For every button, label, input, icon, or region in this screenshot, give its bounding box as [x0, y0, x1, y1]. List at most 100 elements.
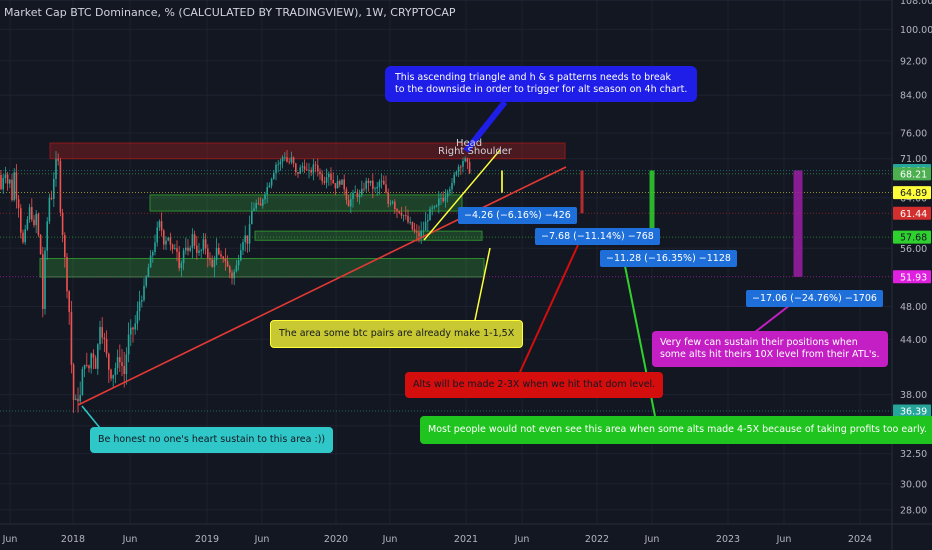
- candle-body: [132, 327, 134, 330]
- candle-body: [341, 179, 343, 185]
- candle-body: [347, 199, 350, 207]
- candle-body: [312, 164, 315, 173]
- candle-body: [77, 398, 79, 402]
- zone-support-3: [39, 258, 485, 278]
- x-tick-label: Jun: [382, 534, 398, 545]
- candle-body: [46, 221, 48, 251]
- candle-body: [369, 180, 372, 184]
- candle-body: [72, 364, 75, 400]
- candle-body: [295, 163, 297, 173]
- candle-body: [178, 251, 180, 269]
- candle-body: [385, 184, 387, 193]
- candle-body: [255, 203, 257, 209]
- candle-body: [240, 250, 242, 261]
- candle-body: [418, 232, 420, 237]
- candle-body: [332, 179, 334, 184]
- candle-body: [101, 327, 103, 338]
- price-label-bg: [893, 230, 931, 244]
- candle-body: [37, 213, 40, 235]
- candle-body: [182, 250, 185, 264]
- candle-body: [262, 199, 264, 206]
- zone-support-1: [149, 194, 463, 212]
- candle-body: [53, 179, 55, 199]
- candle-body: [11, 179, 13, 201]
- candle-body: [28, 207, 31, 220]
- candle-body: [321, 174, 323, 182]
- candle-body: [123, 365, 125, 374]
- candle-body: [457, 166, 460, 172]
- candle-body: [136, 311, 139, 324]
- candle-body: [409, 222, 411, 223]
- candle-body: [431, 207, 433, 209]
- y-tick-label: 38.00: [900, 390, 927, 401]
- candle-body: [372, 180, 374, 189]
- candle-body: [402, 215, 405, 217]
- candle-body: [336, 181, 339, 189]
- be-honest-pointer: [81, 405, 101, 429]
- candle-body: [156, 227, 158, 243]
- candle-body: [220, 254, 222, 257]
- candle-body: [374, 188, 376, 190]
- candle-body: [299, 167, 301, 174]
- x-tick-label: Jun: [776, 534, 792, 545]
- pattern-note-callout: This ascending triangle and h & s patter…: [385, 66, 698, 102]
- candle-body: [440, 198, 442, 199]
- candle-body: [44, 250, 46, 310]
- candle-body: [303, 166, 306, 170]
- candle-body: [279, 161, 282, 165]
- candle-body: [416, 231, 418, 233]
- candle-body: [59, 160, 62, 213]
- candle-body: [328, 173, 330, 178]
- candle-body: [9, 179, 11, 184]
- candle-body: [343, 179, 345, 190]
- candle-body: [391, 201, 394, 204]
- candle-body: [202, 239, 205, 251]
- candle-body: [306, 169, 308, 171]
- candle-body: [444, 196, 447, 202]
- time-axis[interactable]: Jun 2018 Jun 2019 Jun 2020 Jun 2021 Jun 2022 Jun 20…: [0, 523, 932, 545]
- candle-body: [152, 252, 154, 256]
- candle-body: [154, 242, 156, 253]
- price-label-bg: [893, 167, 931, 181]
- candle-body: [420, 230, 422, 237]
- y-tick-label: 76.00: [900, 129, 927, 140]
- x-tick-label: 2024: [848, 534, 872, 545]
- candle-body: [160, 221, 163, 231]
- candle-body: [433, 206, 436, 208]
- price-label-bg: [893, 404, 931, 418]
- candle-body: [125, 354, 128, 374]
- candle-body: [427, 220, 429, 222]
- candle-body: [145, 276, 147, 286]
- candle-body: [105, 339, 108, 354]
- candle-body: [134, 323, 136, 330]
- candle-body: [127, 334, 130, 355]
- candle-body: [323, 181, 326, 183]
- candle-body: [24, 229, 26, 243]
- candle-body: [75, 398, 77, 400]
- candle-body: [108, 353, 110, 370]
- price-axis[interactable]: 108.00100.0092.0084.0076.0071.0064.0056.…: [891, 0, 932, 550]
- candle-body: [270, 178, 273, 186]
- candle-body: [396, 209, 398, 212]
- y-tick-label: 30.00: [900, 479, 927, 490]
- candle-body: [378, 181, 381, 187]
- y-tick-label: 92.00: [900, 56, 927, 67]
- candle-body: [277, 164, 279, 166]
- candle-body: [64, 235, 66, 257]
- candle-body: [413, 229, 416, 232]
- x-tick-label: Jun: [514, 534, 530, 545]
- candle-body: [39, 234, 42, 255]
- candle-body: [275, 164, 277, 174]
- most-people-callout: Most people would not even see this area…: [420, 416, 932, 444]
- x-tick-label: 2023: [716, 534, 740, 545]
- candle-body: [264, 194, 266, 200]
- candle-body: [176, 248, 178, 252]
- measure-label-2: −7.68 (−11.14%) −768: [535, 228, 660, 245]
- candle-body: [350, 199, 352, 207]
- candle-body: [358, 195, 361, 198]
- x-tick-label: Jun: [644, 534, 660, 545]
- candle-body: [68, 291, 70, 312]
- candle-body: [209, 258, 211, 260]
- x-tick-label: Jun: [254, 534, 270, 545]
- candle-body: [141, 300, 143, 302]
